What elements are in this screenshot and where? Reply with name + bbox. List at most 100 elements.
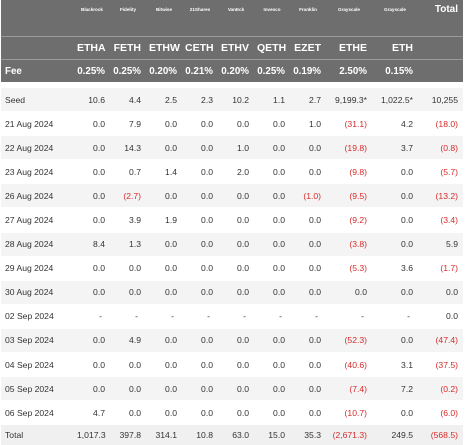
fee-row: Fee 0.25% 0.25% 0.20% 0.21% 0.20% 0.25% 0.19% 2.… xyxy=(1,59,463,82)
fee-value: 2.50% xyxy=(326,59,372,82)
row-label: 28 Aug 2024 xyxy=(1,232,74,257)
flow-cell: (7.4) xyxy=(326,376,372,402)
fee-label: Fee xyxy=(1,59,74,82)
ticker-header-row: ETHA FETH ETHW CETH ETHV QETH EZET ETHE ETH xyxy=(1,36,463,60)
flow-cell: (5.3) xyxy=(326,256,372,281)
total-header-filler xyxy=(418,36,463,60)
fee-value: 0.25% xyxy=(110,59,146,82)
flow-cell: 0.0 xyxy=(182,400,218,426)
flow-cell: 0.0 xyxy=(74,352,110,378)
flow-cell: 0.0 xyxy=(110,280,146,305)
flow-cell: 0.0 xyxy=(254,328,290,354)
flow-cell: 1.0 xyxy=(218,135,254,161)
ticker-symbol: EZET xyxy=(290,36,326,60)
flow-cell: 0.0 xyxy=(326,280,372,305)
flow-cell: 0.0 xyxy=(254,159,290,185)
fee-value: 0.19% xyxy=(290,59,326,82)
flow-cell: 0.0 xyxy=(182,135,218,161)
flow-cell: 0.0 xyxy=(254,280,290,305)
fee-value: 0.25% xyxy=(254,59,290,82)
total-cell: 35.3 xyxy=(290,424,326,445)
issuer-name: Grayscale xyxy=(372,0,418,37)
flow-cell: 0.0 xyxy=(110,400,146,426)
flow-cell: 1.1 xyxy=(254,88,290,113)
flow-cell: 0.0 xyxy=(290,280,326,305)
flow-cell: 0.0 xyxy=(74,111,110,137)
flow-cell: - xyxy=(110,304,146,329)
flow-cell: 0.7 xyxy=(110,159,146,185)
issuer-name: Grayscale xyxy=(326,0,372,37)
flow-cell: 0.0 xyxy=(254,376,290,402)
flow-cell: 10.6 xyxy=(74,88,110,113)
flow-cell: 0.0 xyxy=(146,376,182,402)
flow-cell: 0.0 xyxy=(74,280,110,305)
fee-value: 0.21% xyxy=(182,59,218,82)
flow-cell: 0.0 xyxy=(218,328,254,354)
flow-cell: (9.5) xyxy=(326,183,372,209)
ticker-symbol: CETH xyxy=(182,36,218,60)
flow-cell: 0.0 xyxy=(74,135,110,161)
flow-cell: 0.0 xyxy=(418,304,463,329)
flow-cell: 3.7 xyxy=(372,135,418,161)
flow-cell: 0.0 xyxy=(290,328,326,354)
flow-cell: 0.0 xyxy=(290,232,326,257)
flow-cell: 0.0 xyxy=(290,256,326,281)
flow-cell: 0.0 xyxy=(290,135,326,161)
row-label: Seed xyxy=(1,88,74,113)
issuer-name: Blackrock xyxy=(74,0,110,37)
flow-cell: 0.0 xyxy=(218,111,254,137)
flow-cell: - xyxy=(146,304,182,329)
flow-cell: 0.0 xyxy=(218,183,254,209)
table-row: 26 Aug 2024 0.0 (2.7) 0.0 0.0 0.0 0.0 (1.0) (9.5… xyxy=(1,183,463,209)
flow-cell: (6.0) xyxy=(418,400,463,426)
total-column-header: Total xyxy=(418,0,463,37)
row-label: 23 Aug 2024 xyxy=(1,159,74,185)
flow-cell: 1.3 xyxy=(110,232,146,257)
table-row: 05 Sep 2024 0.0 0.0 0.0 0.0 0.0 0.0 0.0 (7.4) 7.2… xyxy=(1,376,463,402)
table-row: 06 Sep 2024 4.7 0.0 0.0 0.0 0.0 0.0 0.0 (10.7) 0.… xyxy=(1,400,463,426)
row-label: 26 Aug 2024 xyxy=(1,183,74,209)
flow-cell: 0.0 xyxy=(218,376,254,402)
total-label: Total xyxy=(1,424,74,445)
flow-cell: (40.6) xyxy=(326,352,372,378)
flow-cell: 0.0 xyxy=(146,232,182,257)
flow-cell: - xyxy=(326,304,372,329)
flow-cell: - xyxy=(290,304,326,329)
flow-cell: 0.0 xyxy=(418,280,463,305)
flow-cell: 0.0 xyxy=(218,207,254,233)
flow-cell: 4.7 xyxy=(74,400,110,426)
table-row: 23 Aug 2024 0.0 0.7 1.4 0.0 2.0 0.0 0.0 (9.8) 0.0… xyxy=(1,159,463,185)
total-cell: 10.8 xyxy=(182,424,218,445)
flow-cell: 7.2 xyxy=(372,376,418,402)
table-row: 28 Aug 2024 8.4 1.3 0.0 0.0 0.0 0.0 0.0 (3.8) 0.0… xyxy=(1,232,463,257)
flow-cell: 0.0 xyxy=(254,352,290,378)
total-cell: (568.5) xyxy=(418,424,463,445)
flow-cell: (3.4) xyxy=(418,207,463,233)
flow-cell: 1,022.5* xyxy=(372,88,418,113)
flow-cell: 14.3 xyxy=(110,135,146,161)
flow-cell: 0.0 xyxy=(254,207,290,233)
fee-value: 0.20% xyxy=(218,59,254,82)
flow-cell: (47.4) xyxy=(418,328,463,354)
flow-cell: 5.9 xyxy=(418,232,463,257)
flow-cell: (37.5) xyxy=(418,352,463,378)
corner-cell xyxy=(1,36,74,60)
flow-cell: - xyxy=(372,304,418,329)
flow-cell: (10.7) xyxy=(326,400,372,426)
issuer-name: VanEck xyxy=(218,0,254,37)
flow-cell: 3.6 xyxy=(372,256,418,281)
flow-cell: (5.7) xyxy=(418,159,463,185)
flow-cell: - xyxy=(254,304,290,329)
table-row: 04 Sep 2024 0.0 0.0 0.0 0.0 0.0 0.0 0.0 (40.6) 3.… xyxy=(1,352,463,378)
flow-cell: 0.0 xyxy=(218,256,254,281)
total-cell: 63.0 xyxy=(218,424,254,445)
flow-cell: 0.0 xyxy=(254,111,290,137)
ticker-symbol: QETH xyxy=(254,36,290,60)
flow-cell: (19.8) xyxy=(326,135,372,161)
issuer-name: Bitwise xyxy=(146,0,182,37)
issuer-name: 21Shares xyxy=(182,0,218,37)
fee-value: 0.25% xyxy=(74,59,110,82)
total-header-filler xyxy=(418,59,463,82)
ticker-symbol: ETHW xyxy=(146,36,182,60)
